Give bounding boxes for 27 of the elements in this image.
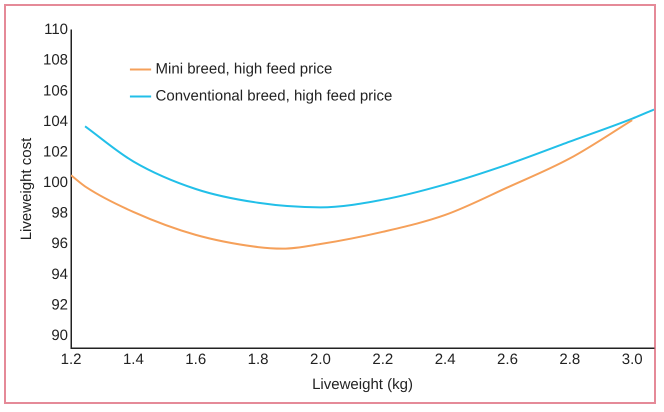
y-tick-label: 94 — [51, 266, 68, 283]
x-tick-label: 1.2 — [60, 351, 82, 368]
x-tick-label: 2.8 — [559, 351, 580, 368]
y-tick-label: 106 — [42, 82, 68, 100]
legend-label: Mini breed, high feed price — [156, 60, 332, 78]
x-tick-label: 1.8 — [248, 351, 269, 368]
y-axis-title: Liveweight cost — [18, 136, 36, 240]
x-tick-label: 3.0 — [622, 351, 643, 368]
x-tick-label: 2.6 — [497, 351, 518, 368]
y-tick-label: 90 — [51, 326, 68, 344]
line-series — [84, 108, 654, 208]
y-tick-label: 102 — [42, 143, 68, 160]
x-axis-title: Liveweight (kg) — [312, 376, 413, 394]
y-tick-label: 100 — [42, 174, 68, 192]
legend-label: Conventional breed, high feed price — [156, 88, 392, 105]
x-tick-label: 1.4 — [122, 351, 144, 368]
y-tick-label: 110 — [44, 21, 68, 38]
y-tick-label: 92 — [51, 296, 68, 314]
x-tick-label: 2.4 — [434, 351, 456, 368]
x-tick-label: 1.6 — [185, 351, 206, 368]
x-tick-label: 2.2 — [372, 351, 394, 368]
y-tick-label: 96 — [51, 235, 68, 252]
line-series — [71, 119, 634, 250]
x-tick-label: 2.0 — [310, 351, 331, 368]
y-tick-label: 108 — [42, 52, 68, 69]
y-tick-label: 98 — [51, 204, 68, 222]
y-tick-label: 104 — [42, 112, 68, 130]
